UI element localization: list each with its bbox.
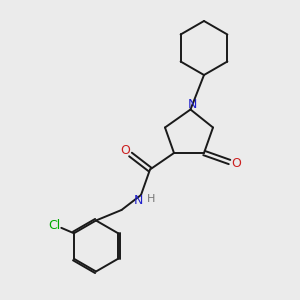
Text: N: N [134, 194, 144, 207]
Text: H: H [146, 194, 155, 204]
Text: N: N [188, 98, 197, 111]
Text: O: O [231, 157, 241, 170]
Text: O: O [120, 144, 130, 158]
Text: Cl: Cl [49, 219, 61, 232]
